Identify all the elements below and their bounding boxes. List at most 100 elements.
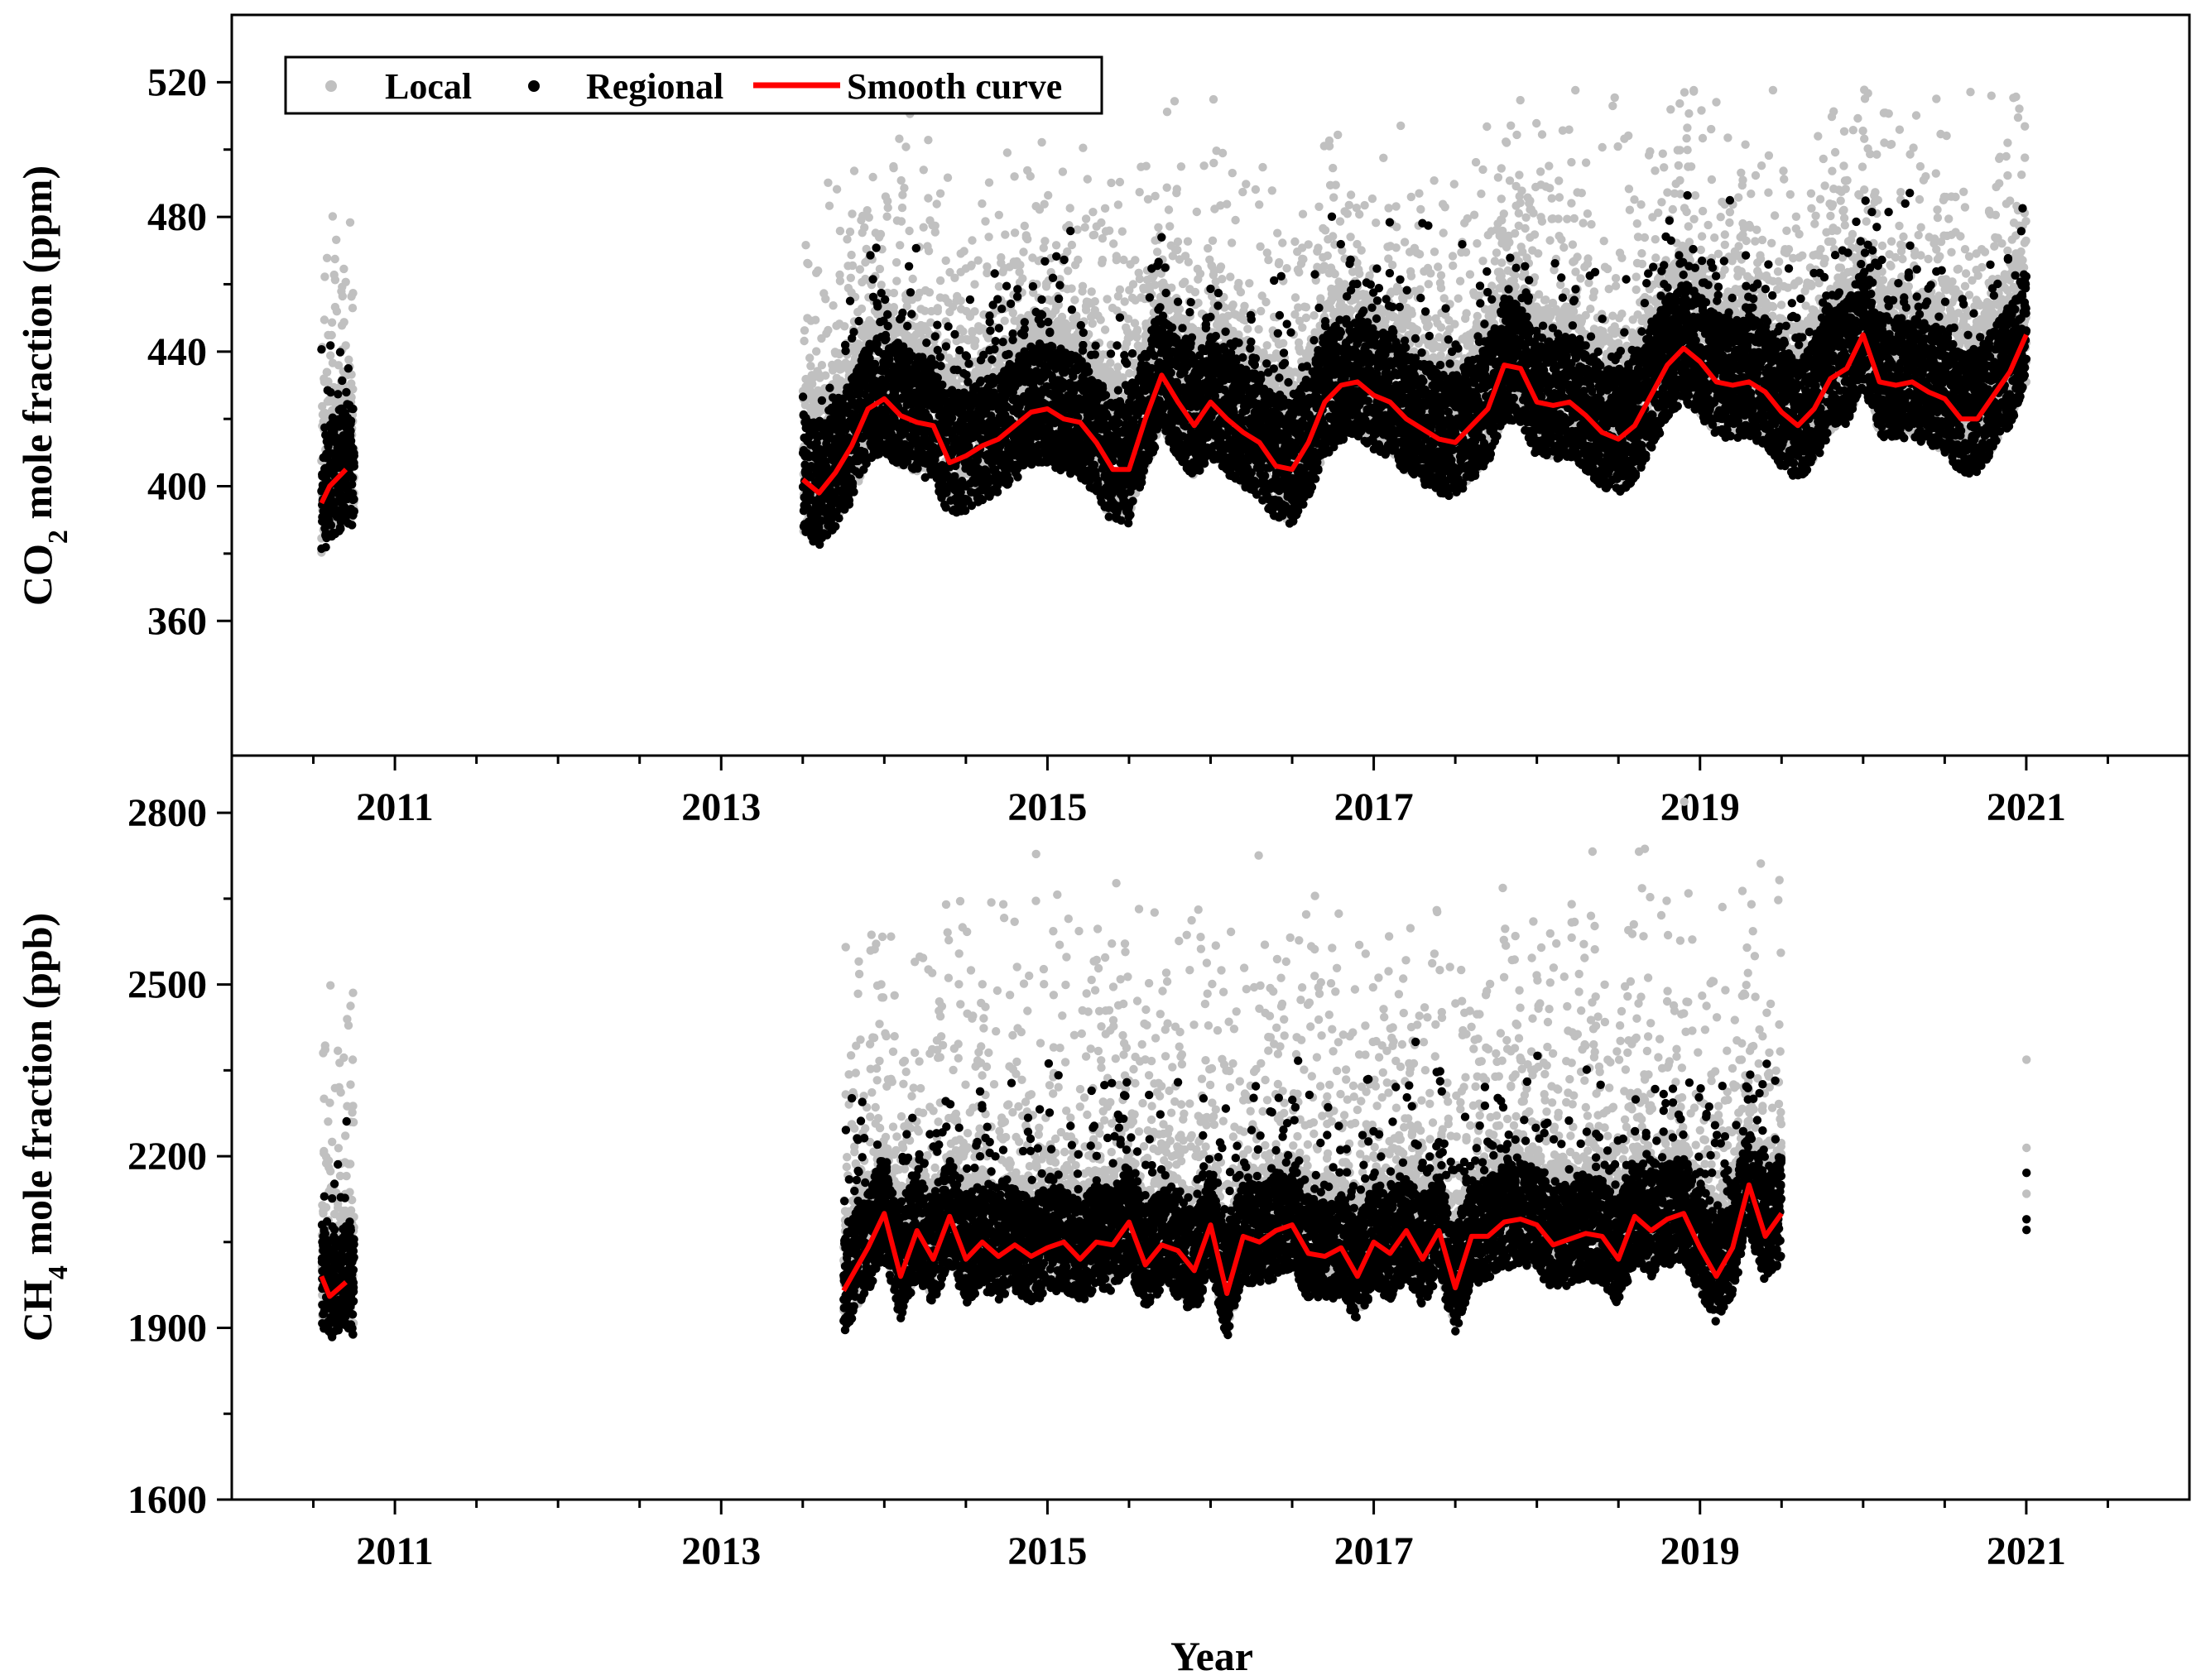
co2-local-point	[936, 276, 944, 285]
co2-local-point	[1254, 325, 1262, 334]
co2-local-point	[1170, 97, 1179, 105]
co2-local-point	[833, 185, 841, 194]
co2-local-point	[901, 142, 910, 151]
co2-local-point	[804, 260, 812, 268]
co2-local-point	[1163, 108, 1171, 116]
co2-local-point	[909, 275, 917, 283]
co2-local-point	[821, 372, 829, 380]
co2-local-point	[897, 217, 906, 225]
co2-local-point	[1173, 185, 1181, 193]
co2-local-point	[1388, 261, 1396, 269]
co2-local-point	[1229, 300, 1237, 309]
co2-local-point	[829, 301, 837, 310]
co2-local-point	[1067, 285, 1075, 293]
co2-local-point	[1098, 256, 1107, 264]
co2-local-point	[1001, 317, 1009, 325]
co2-local-point	[1226, 272, 1234, 281]
co2-local-point	[924, 136, 932, 144]
co2-local-point	[970, 307, 978, 315]
co2-local-point	[960, 247, 968, 255]
co2-local-point	[848, 209, 856, 218]
co2-local-point	[1040, 237, 1049, 245]
co2-local-point	[1142, 162, 1151, 170]
co2-local-point	[978, 199, 986, 208]
co2-local-point	[905, 227, 913, 235]
co2-local-point	[882, 213, 891, 221]
co2-local-point	[328, 319, 336, 327]
co2-local-point	[1218, 275, 1226, 283]
co2-local-point	[1196, 270, 1204, 278]
co2-local-point	[936, 190, 944, 198]
co2-local-point	[1040, 200, 1049, 209]
co2-local-point	[1090, 231, 1098, 239]
co2-local-point	[1185, 258, 1193, 266]
co2-local-point	[1273, 229, 1281, 238]
co2-local-point	[348, 289, 357, 297]
co2-local-point	[846, 228, 854, 236]
co2-local-point	[342, 278, 350, 286]
co2-local-point	[983, 269, 991, 277]
co2-local-point	[1256, 242, 1264, 251]
co2-local-point	[1261, 298, 1270, 306]
co2-local-point	[1026, 172, 1035, 180]
co2-local-point	[868, 173, 877, 181]
co2-local-point	[1074, 256, 1082, 264]
co2-local-point	[1163, 184, 1171, 192]
co2-local-point	[1329, 232, 1337, 240]
co2-local-point	[942, 257, 950, 265]
co2-local-point	[1355, 270, 1363, 278]
co2-local-point	[805, 353, 814, 362]
co2-local-point	[323, 254, 331, 262]
co2-local-point	[1231, 216, 1239, 224]
co2-local-point	[1191, 288, 1199, 296]
co2-local-point	[1396, 122, 1405, 130]
co2-local-point	[1325, 142, 1334, 150]
co2-local-point	[898, 204, 906, 212]
co2-local-point	[824, 179, 832, 187]
co2-local-point	[1091, 297, 1099, 305]
co2-local-point	[1088, 287, 1096, 295]
co2-local-points	[317, 85, 2030, 556]
co2-local-point	[1282, 264, 1290, 272]
co2-local-point	[1242, 180, 1250, 188]
co2-local-point	[1001, 230, 1009, 238]
co2-local-point	[1291, 293, 1300, 301]
co2-local-point	[865, 214, 873, 222]
co2-local-point	[346, 218, 354, 227]
co2-local-point	[339, 292, 347, 300]
co2-local-point	[1003, 148, 1012, 156]
co2-local-point	[843, 235, 851, 243]
co2-local-point	[934, 304, 942, 312]
co2-local-point	[801, 241, 810, 249]
co2-local-point	[1180, 278, 1189, 286]
co2-local-point	[1081, 223, 1089, 232]
co2-local-point	[1088, 208, 1097, 216]
co2-local-point	[970, 280, 978, 288]
co2-local-point	[824, 326, 832, 334]
co2-local-point	[840, 322, 848, 330]
co2-local-point	[333, 307, 341, 315]
co2-local-point	[342, 341, 350, 349]
co2-local-point	[800, 337, 808, 345]
co2-local-point	[1084, 175, 1092, 183]
co2-local-point	[1088, 319, 1097, 328]
co2-local-point	[1358, 246, 1366, 254]
co2-local-point	[1009, 309, 1017, 317]
co2-local-point	[1401, 238, 1409, 246]
co2-local-point	[1209, 159, 1218, 167]
co2-local-point	[1372, 218, 1380, 227]
co2-local-point	[812, 347, 820, 355]
co2-local-point	[1103, 295, 1111, 303]
co2-local-point	[1345, 201, 1353, 209]
co2-local-point	[836, 227, 844, 235]
co2-plot-area	[317, 85, 2030, 556]
co2-local-point	[1082, 214, 1090, 223]
co2-local-point	[1105, 227, 1113, 235]
co2-local-point	[900, 184, 908, 192]
co2-local-point	[1209, 237, 1217, 245]
co2-local-point	[1223, 200, 1231, 209]
co2-local-point	[1408, 310, 1416, 318]
co2-local-point	[1019, 247, 1027, 256]
co2-local-point	[877, 281, 886, 289]
co2-local-point	[1175, 305, 1184, 313]
